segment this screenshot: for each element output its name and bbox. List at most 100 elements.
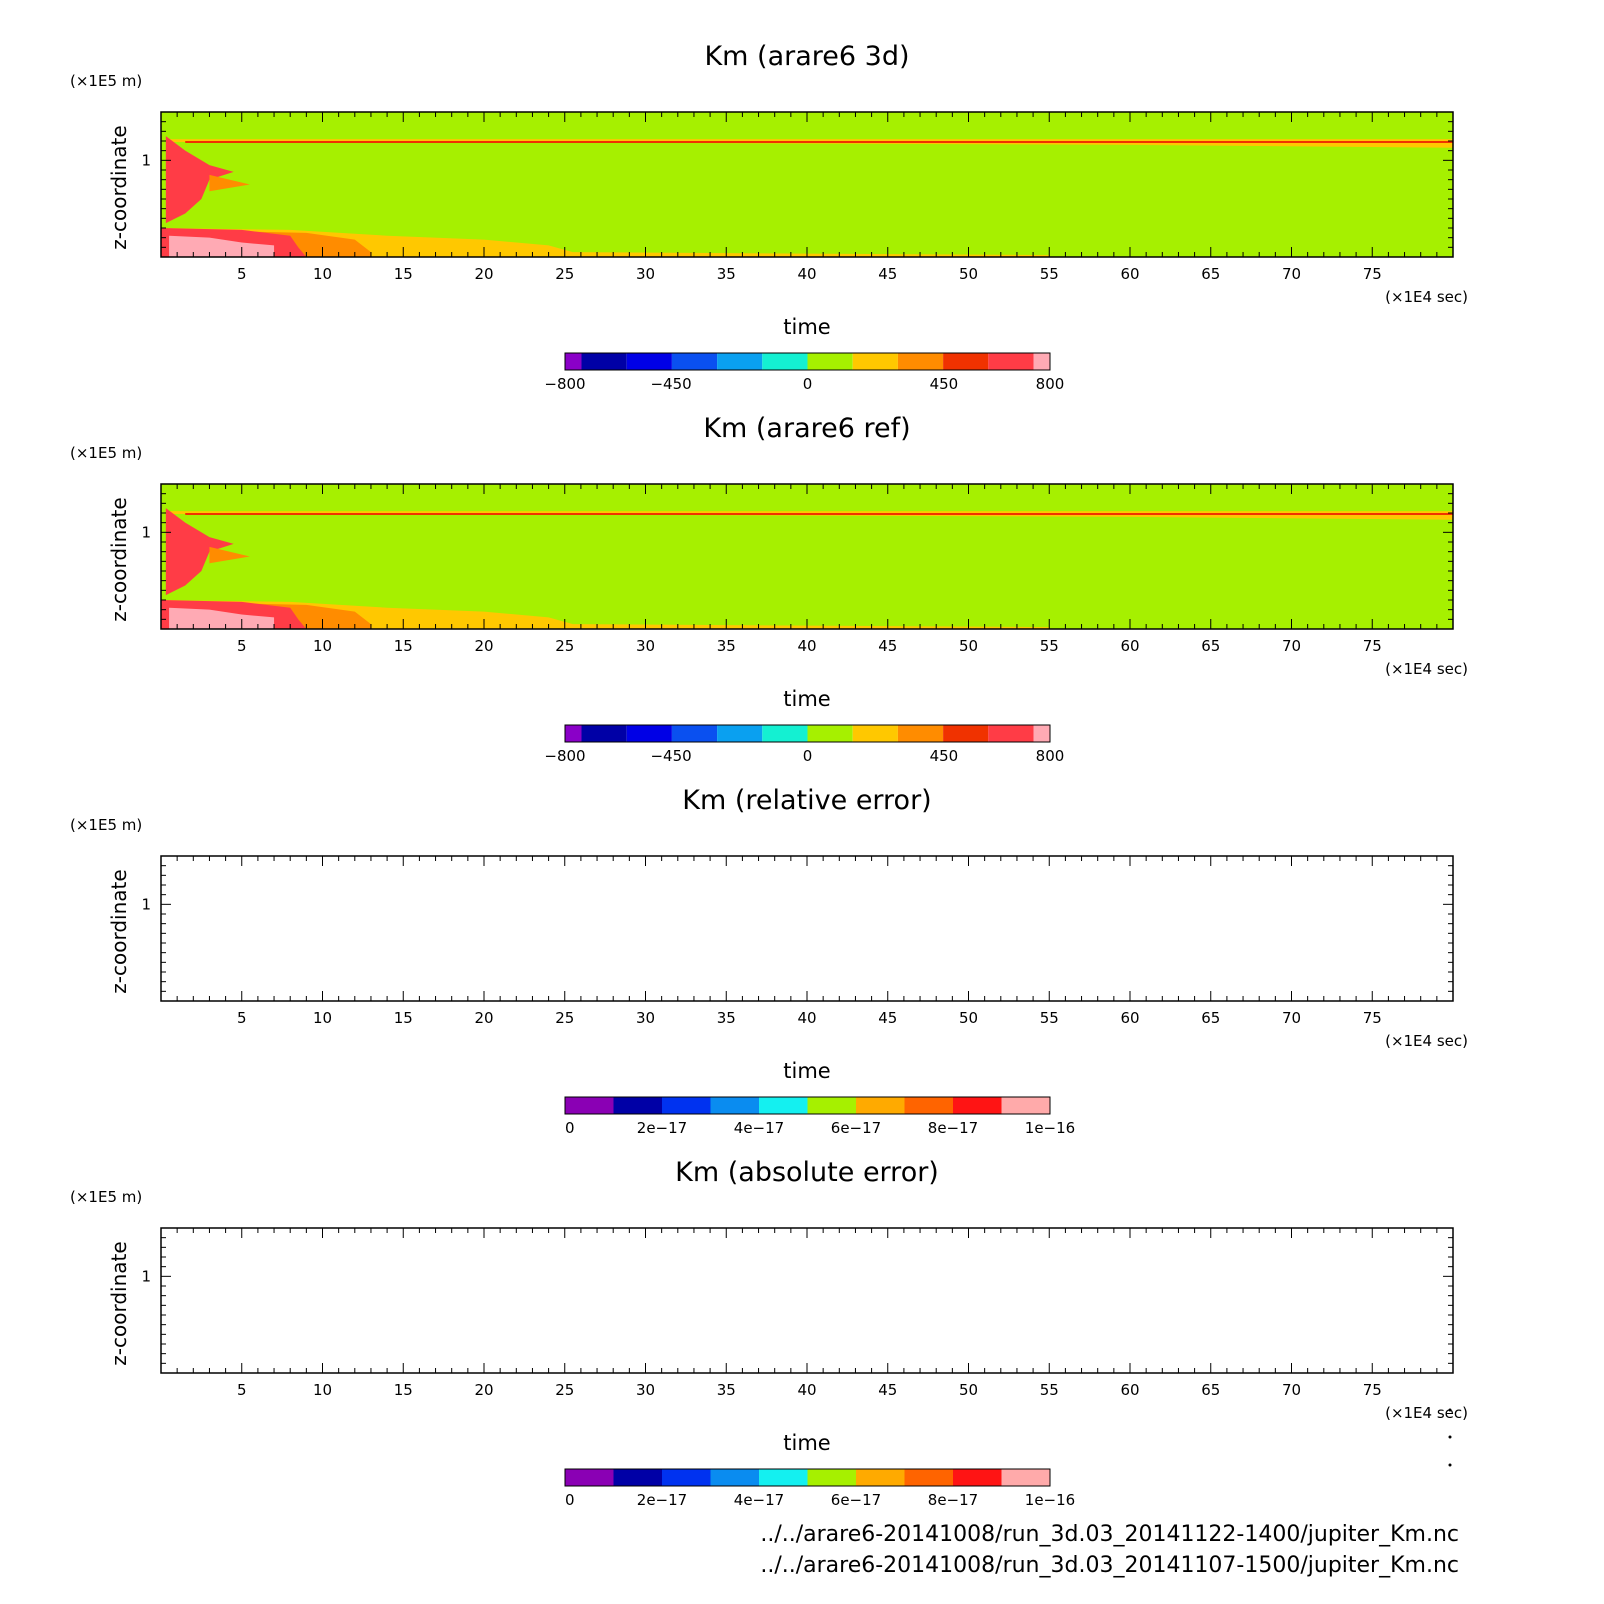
panel-3-y-tick-label: 1 (141, 895, 151, 913)
panel-2-field-background (161, 484, 1453, 629)
panel-3-x-tick-label: 35 (717, 1009, 736, 1027)
panel-1-colorbar-bin (762, 353, 808, 370)
panel-1-x-tick-label: 50 (959, 265, 978, 283)
panel-4-colorbar-tick-label: 8e−17 (928, 1491, 978, 1509)
panel-4-colorbar-frame (564, 1468, 1051, 1487)
panel-2-colorbar-frame (564, 724, 1051, 743)
panel-2-x-tick-label: 45 (878, 637, 897, 655)
panel-4-frame (160, 1227, 1454, 1374)
panel-2-x-tick-label: 65 (1201, 637, 1220, 655)
panel-3-colorbar-bin (710, 1097, 759, 1114)
panel-2-colorbar-tick-label: 450 (930, 747, 959, 765)
panel-2-colorbar-bin (943, 725, 989, 742)
panel-3-colorbar-bin (565, 1097, 614, 1114)
panel-1-colorbar-bin (807, 353, 853, 370)
panel-2-surface-yellow (161, 600, 1050, 629)
panel-3-colorbar-frame (564, 1096, 1051, 1115)
panel-4-colorbar-bin (904, 1469, 953, 1486)
panel-3-x-tick-label: 50 (959, 1009, 978, 1027)
panel-2-x-tick-label: 25 (555, 637, 574, 655)
decor-dot (1448, 1408, 1452, 1412)
panel-4-colorbar-bin (565, 1469, 614, 1486)
panel-1-y-axis-label: z-coordinate (107, 125, 131, 249)
panel-3-colorbar-bin (856, 1097, 905, 1114)
panel-3-colorbar-bin (807, 1097, 856, 1114)
panel-4-y-tick-label: 1 (141, 1267, 151, 1285)
panel-4-x-tick-label: 45 (878, 1381, 897, 1399)
panel-4-colorbar-bin (1001, 1469, 1050, 1486)
panel-1-x-tick-label: 20 (474, 265, 493, 283)
panel-2-x-tick-label: 30 (636, 637, 655, 655)
panel-4-x-tick-label: 10 (313, 1381, 332, 1399)
panel-3-x-tick-label: 15 (394, 1009, 413, 1027)
panel-1-x-tick-label: 35 (717, 265, 736, 283)
panel-3-colorbar-bin (953, 1097, 1002, 1114)
panel-2-colorbar-bin (807, 725, 853, 742)
panel-4-colorbar-tick-label: 0 (565, 1491, 575, 1509)
panel-4-colorbar-bin (613, 1469, 662, 1486)
panel-1-colorbar-tick-label: 450 (930, 375, 959, 393)
panel-2-colorbar-tick-label: −800 (544, 747, 585, 765)
panel-1-upper-layer-line (185, 141, 1454, 143)
panel-1-colorbar-tick-label: 0 (803, 375, 813, 393)
panel-1-x-unit: (×1E4 sec) (1385, 288, 1468, 306)
panel-3-x-tick-label: 65 (1201, 1009, 1220, 1027)
panel-3-x-unit: (×1E4 sec) (1385, 1032, 1468, 1050)
panel-1-colorbar-bin (988, 353, 1034, 370)
panel-2-colorbar-bin (762, 725, 808, 742)
panel-1-colorbar-bin (671, 353, 718, 370)
panel-4-x-tick-label: 50 (959, 1381, 978, 1399)
panel-3-colorbar-bin (904, 1097, 953, 1114)
panel-3-y-axis-label: z-coordinate (107, 869, 131, 993)
panel-3-x-tick-label: 30 (636, 1009, 655, 1027)
panel-3-colorbar-tick-label: 8e−17 (928, 1119, 978, 1137)
panel-1-surface-yellow (161, 228, 1050, 257)
panel-4-x-unit: (×1E4 sec) (1385, 1404, 1468, 1422)
panel-1-colorbar-tick-label: 800 (1036, 375, 1065, 393)
panel-2-colorbar-tick-label: 0 (803, 747, 813, 765)
panel-2-colorbar-bin (897, 725, 944, 742)
panel-2-colorbar-bin (581, 725, 627, 742)
panel-3-colorbar-tick-label: 1e−16 (1025, 1119, 1075, 1137)
panel-4-x-tick-label: 40 (797, 1381, 816, 1399)
panel-2-surface-pink (169, 607, 275, 629)
panel-1-x-tick-label: 5 (237, 265, 247, 283)
panel-4-x-tick-label: 65 (1201, 1381, 1220, 1399)
panel-2-x-axis-label: time (783, 687, 830, 711)
panel-4-y-unit: (×1E5 m) (70, 1188, 142, 1206)
panel-3-colorbar-tick-label: 4e−17 (734, 1119, 784, 1137)
panel-4-x-axis-label: time (783, 1431, 830, 1455)
panel-3-colorbar-tick-label: 6e−17 (831, 1119, 881, 1137)
panel-4-colorbar-bin (856, 1469, 905, 1486)
panel-2-x-tick-label: 10 (313, 637, 332, 655)
panel-3-colorbar-bin (613, 1097, 662, 1114)
panel-3-colorbar-bin (1001, 1097, 1050, 1114)
panel-3-x-tick-label: 20 (474, 1009, 493, 1027)
panel-4-x-tick-label: 20 (474, 1381, 493, 1399)
panel-2-x-tick-label: 55 (1040, 637, 1059, 655)
panel-1-title: Km (arare6 3d) (704, 41, 909, 72)
panel-3-x-tick-label: 10 (313, 1009, 332, 1027)
panel-2-colorbar-tick-label: 800 (1036, 747, 1065, 765)
panel-4-x-tick-label: 75 (1363, 1381, 1382, 1399)
file-path-1: ../../arare6-20141008/run_3d.03_20141122… (760, 1522, 1459, 1547)
panel-2-y-axis-label: z-coordinate (107, 497, 131, 621)
panel-4-colorbar-bin (807, 1469, 856, 1486)
panel-4-x-tick-label: 55 (1040, 1381, 1059, 1399)
panel-3-y-unit: (×1E5 m) (70, 816, 142, 834)
panel-1-colorbar-bin (1033, 353, 1050, 370)
panel-1-colorbar-tick-label: −800 (544, 375, 585, 393)
panel-2-y-tick-label: 1 (141, 523, 151, 541)
panel-2-colorbar-bin (717, 725, 763, 742)
panel-3-x-tick-label: 25 (555, 1009, 574, 1027)
panel-1-field-background (161, 112, 1453, 257)
panel-3-x-tick-label: 70 (1282, 1009, 1301, 1027)
panel-3-colorbar-tick-label: 0 (565, 1119, 575, 1137)
panel-2-early-blob-red (165, 508, 234, 596)
panel-1-x-tick-label: 65 (1201, 265, 1220, 283)
panel-2-y-unit: (×1E5 m) (70, 444, 142, 462)
panel-4-x-tick-label: 30 (636, 1381, 655, 1399)
panel-2-x-tick-label: 70 (1282, 637, 1301, 655)
panel-3-x-tick-label: 75 (1363, 1009, 1382, 1027)
panel-4-colorbar-bin (662, 1469, 711, 1486)
